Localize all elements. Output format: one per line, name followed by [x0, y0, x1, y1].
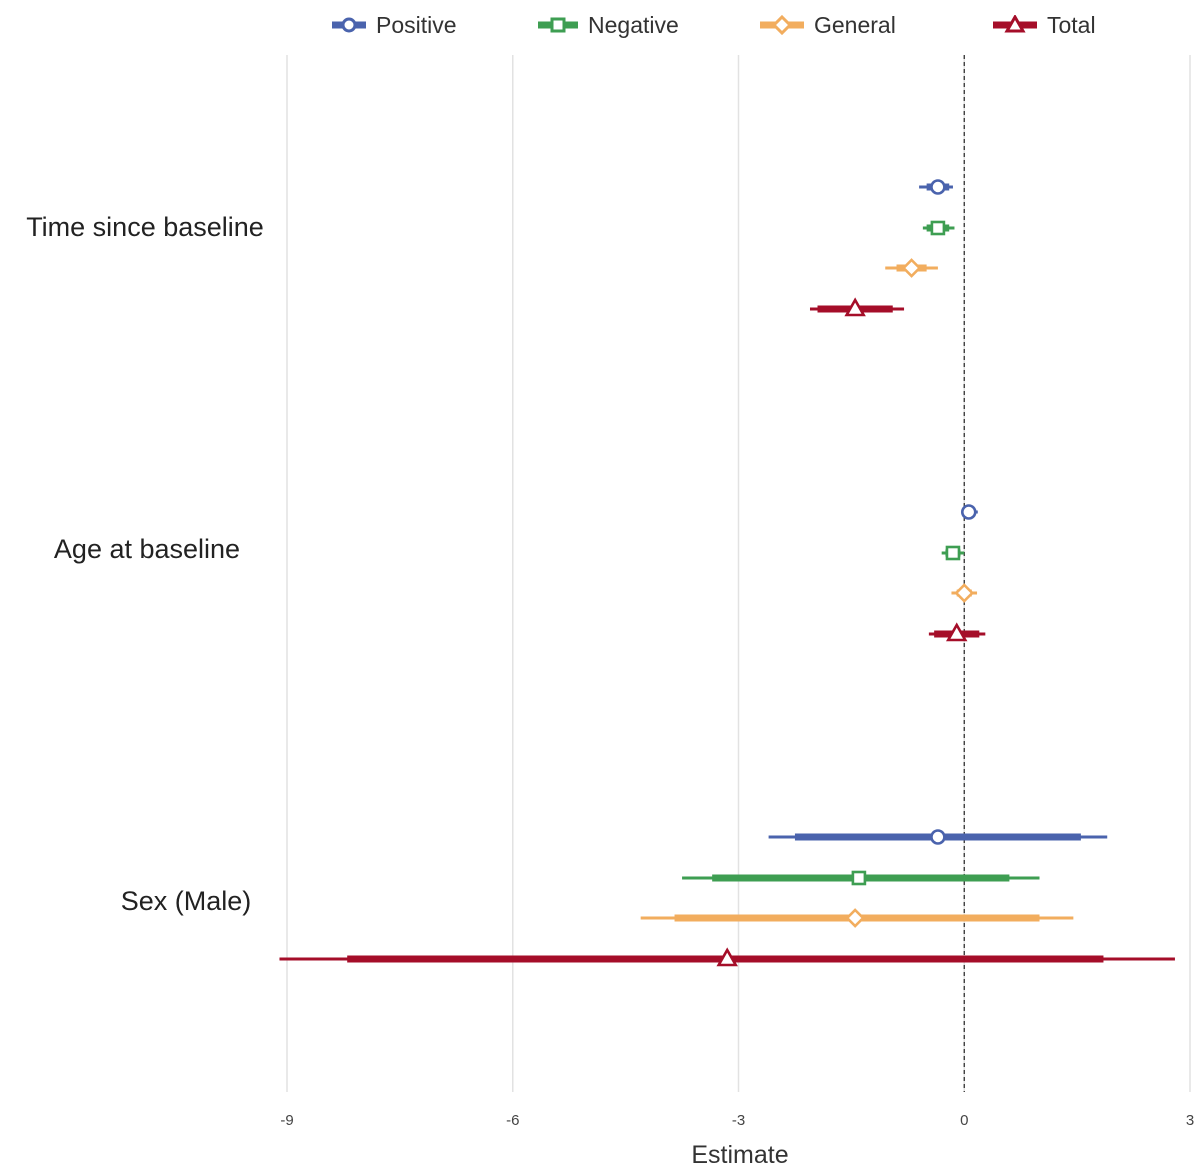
legend-swatch-marker: [341, 17, 357, 33]
diamond-marker: [901, 258, 922, 278]
estimate-mark: [951, 583, 978, 603]
circle-marker: [930, 829, 946, 845]
x-tick-label: -6: [506, 1112, 519, 1129]
legend-diamond-icon: [760, 15, 804, 35]
legend-label-positive: Positive: [376, 11, 457, 38]
legend-item-negative: Negative: [538, 8, 679, 42]
estimate-mark: [928, 622, 986, 642]
circle-marker: [960, 504, 977, 520]
legend-square-icon: [538, 17, 578, 33]
legend-item-total: Total: [993, 8, 1096, 42]
estimate-mark: [885, 258, 938, 278]
circle-marker: [930, 179, 946, 195]
square-marker: [930, 220, 946, 236]
estimate-mark: [922, 220, 955, 236]
row-label: Sex (Male): [121, 886, 252, 916]
legend-triangle-icon: [993, 15, 1037, 33]
grid-lines: [286, 55, 1191, 1092]
triangle-marker: [945, 622, 968, 642]
estimate-mark: [919, 179, 953, 195]
square-marker: [851, 870, 867, 886]
estimate-mark: [768, 829, 1108, 845]
x-axis-title: Estimate: [691, 1141, 788, 1169]
legend-label-negative: Negative: [588, 11, 679, 38]
legend-item-positive: Positive: [332, 8, 457, 42]
legend-swatch-marker: [550, 17, 566, 33]
estimate-mark: [941, 545, 965, 561]
legend-label-total: Total: [1047, 11, 1096, 38]
x-tick-label: 3: [1186, 1112, 1194, 1129]
square-marker: [945, 545, 961, 561]
legend-item-general: General: [760, 8, 896, 42]
x-tick-label: -9: [280, 1112, 293, 1129]
legend-circle-icon: [332, 17, 366, 33]
row-label: Time since baseline: [26, 212, 264, 242]
estimate-mark: [682, 870, 1040, 886]
estimate-mark: [960, 504, 978, 520]
triangle-marker: [844, 297, 866, 317]
legend-swatch-marker: [771, 15, 793, 35]
estimate-mark: [809, 297, 905, 317]
triangle-marker: [716, 947, 738, 967]
estimate-marks: [279, 179, 1175, 967]
x-tick-label: -3: [732, 1112, 745, 1129]
x-tick-labels: -9 -6 -3 0 3: [280, 1112, 1194, 1129]
row-labels: Time since baseline Age at baseline Sex (M…: [26, 212, 264, 916]
estimate-mark: [640, 908, 1074, 928]
diamond-marker: [954, 583, 975, 603]
estimate-mark: [279, 947, 1175, 967]
row-label: Age at baseline: [54, 534, 240, 564]
legend-swatch-marker: [1004, 15, 1026, 33]
diamond-marker: [845, 908, 865, 928]
x-tick-label: 0: [960, 1112, 968, 1129]
legend-label-general: General: [814, 11, 896, 38]
legend: Positive Negative General Total: [0, 8, 1200, 42]
